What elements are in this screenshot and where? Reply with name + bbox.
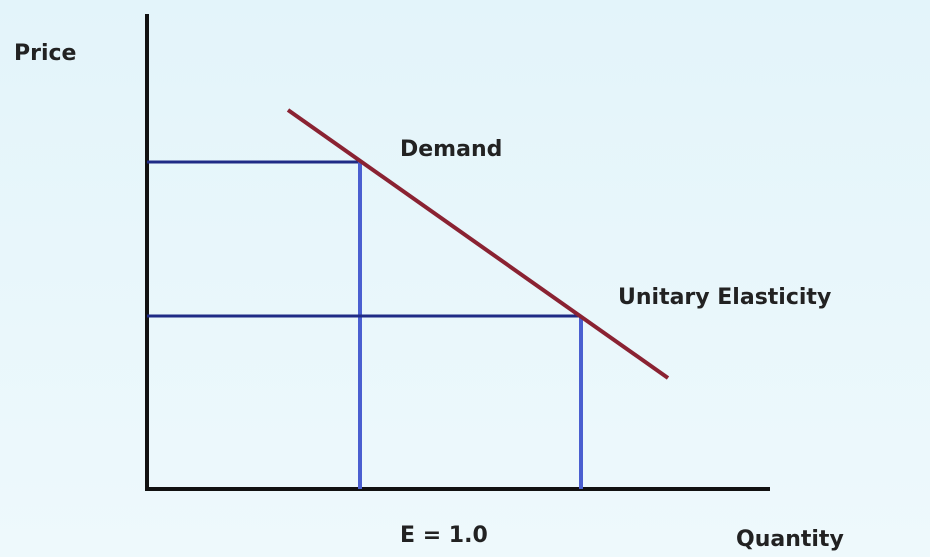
point-label: Unitary Elasticity	[618, 285, 831, 310]
x-axis-label: Quantity	[736, 527, 844, 552]
curve-label: Demand	[400, 137, 502, 162]
elasticity-label: E = 1.0	[400, 523, 488, 548]
demand-curve	[286, 108, 670, 380]
y-axis-label: Price	[14, 41, 76, 66]
